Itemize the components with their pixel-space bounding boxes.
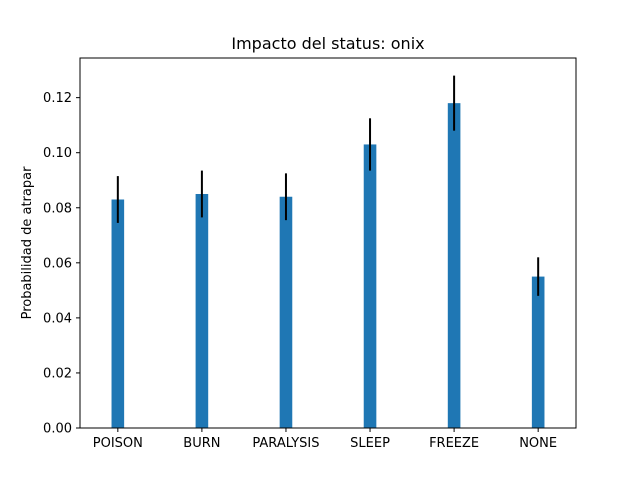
- x-tick-label-burn: BURN: [183, 436, 220, 451]
- error-bar-series: [116, 75, 540, 296]
- y-tick-label: 0.04: [43, 311, 72, 326]
- y-tick-label: 0.08: [43, 201, 72, 216]
- y-tick-label: 0.12: [43, 91, 72, 106]
- x-tick-label-freeze: FREEZE: [429, 436, 479, 451]
- bar-paralysis: [279, 196, 293, 428]
- bar-none: [531, 276, 545, 428]
- x-axis-ticks: POISON BURN PARALYSIS SLEEP FREEZE NONE: [93, 428, 557, 451]
- y-tick-label: 0.02: [43, 366, 72, 381]
- x-tick-label-sleep: SLEEP: [350, 436, 390, 451]
- y-tick-label: 0.06: [43, 256, 72, 271]
- x-tick-label-paralysis: PARALYSIS: [252, 436, 319, 451]
- y-tick-label: 0.00: [43, 422, 72, 437]
- bar-poison: [111, 199, 125, 428]
- y-axis-label: Probabilidad de atrapar: [20, 166, 35, 320]
- plot-frame: [79, 57, 577, 429]
- bar-burn: [195, 193, 209, 428]
- bar-freeze: [447, 103, 461, 429]
- y-tick-label: 0.10: [43, 146, 72, 161]
- x-tick-label-none: NONE: [519, 436, 557, 451]
- chart-title: Impacto del status: onix: [231, 34, 424, 53]
- bar-sleep: [363, 144, 377, 428]
- bar-series: [111, 103, 545, 429]
- x-tick-label-poison: POISON: [93, 436, 143, 451]
- y-axis-ticks: 0.00 0.02 0.04 0.06 0.08 0.10 0.12: [43, 91, 80, 437]
